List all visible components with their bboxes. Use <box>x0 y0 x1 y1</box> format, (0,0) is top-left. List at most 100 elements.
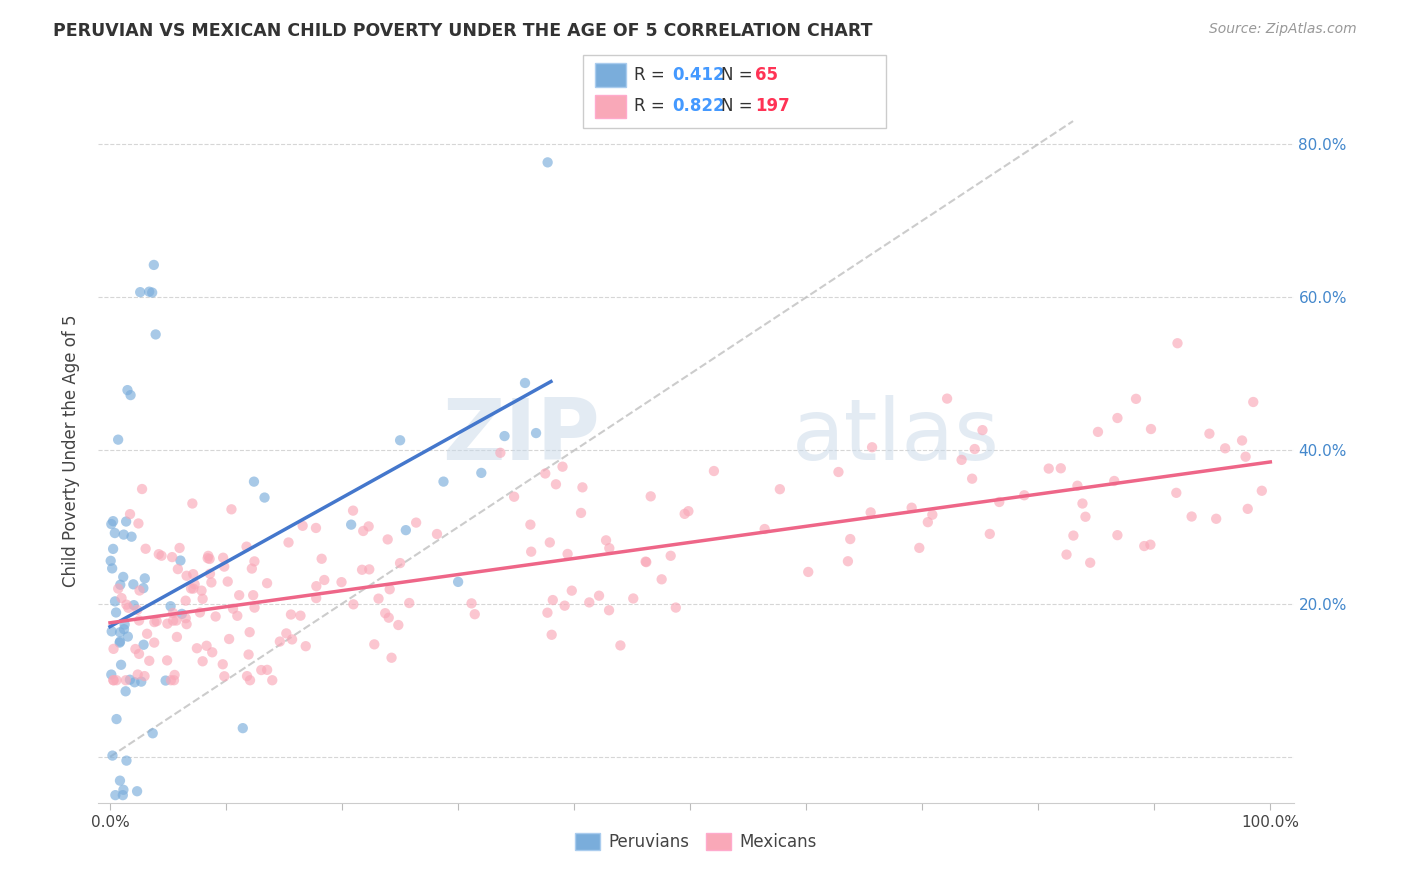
Point <box>256 663 278 677</box>
Point <box>212 559 235 574</box>
Point <box>138 285 160 299</box>
Point <box>460 596 482 610</box>
Y-axis label: Child Poverty Under the Age of 5: Child Poverty Under the Age of 5 <box>62 314 80 587</box>
Point <box>100 624 122 639</box>
Point <box>769 482 792 496</box>
Point <box>103 641 125 656</box>
Text: N =: N = <box>721 66 758 84</box>
Point <box>839 532 862 546</box>
Point <box>127 784 149 798</box>
Point <box>228 588 250 602</box>
Point <box>114 617 136 632</box>
Point <box>1139 538 1161 552</box>
Point <box>155 673 177 688</box>
Point <box>860 440 883 454</box>
Point <box>162 606 184 620</box>
Point <box>190 583 212 598</box>
Point <box>128 647 150 661</box>
Point <box>100 554 122 568</box>
Point <box>837 554 859 568</box>
Point <box>111 788 134 802</box>
Point <box>160 673 183 688</box>
Point <box>181 567 204 582</box>
Point <box>524 426 547 441</box>
Point <box>117 600 139 615</box>
Point <box>243 600 266 615</box>
Point <box>243 554 266 568</box>
Text: 197: 197 <box>755 97 790 115</box>
Point <box>239 673 262 688</box>
Point <box>305 579 328 593</box>
Point <box>917 515 939 529</box>
Point <box>571 480 593 494</box>
Point <box>101 514 124 528</box>
Point <box>276 626 298 640</box>
Point <box>129 674 152 689</box>
Point <box>142 726 165 740</box>
Point <box>280 607 302 622</box>
Point <box>198 552 221 566</box>
Point <box>222 601 245 615</box>
Point <box>145 614 167 628</box>
Point <box>544 477 567 491</box>
Point <box>342 598 364 612</box>
Text: Source: ZipAtlas.com: Source: ZipAtlas.com <box>1209 22 1357 37</box>
Point <box>1107 528 1129 542</box>
Text: PERUVIAN VS MEXICAN CHILD POVERTY UNDER THE AGE OF 5 CORRELATION CHART: PERUVIAN VS MEXICAN CHILD POVERTY UNDER … <box>53 22 873 40</box>
Point <box>132 581 155 595</box>
Point <box>950 453 973 467</box>
Point <box>1140 422 1163 436</box>
Point <box>134 571 156 585</box>
Point <box>1230 434 1253 448</box>
Point <box>167 562 190 576</box>
Point <box>494 429 516 443</box>
Point <box>107 433 129 447</box>
Point <box>129 285 152 300</box>
Point <box>1250 483 1272 498</box>
Point <box>540 628 562 642</box>
Point <box>561 583 583 598</box>
Text: R =: R = <box>634 66 671 84</box>
Point <box>114 673 136 688</box>
Point <box>105 606 128 620</box>
Point <box>176 617 198 632</box>
Point <box>432 475 454 489</box>
Point <box>124 642 146 657</box>
Point <box>108 625 131 640</box>
Point <box>174 611 197 625</box>
Point <box>578 595 600 609</box>
Point <box>1205 512 1227 526</box>
Point <box>1049 461 1071 475</box>
Point <box>314 573 336 587</box>
Point <box>387 618 409 632</box>
Point <box>118 507 141 521</box>
Point <box>104 594 127 608</box>
Point <box>464 607 486 622</box>
Point <box>398 596 420 610</box>
Point <box>121 530 143 544</box>
Point <box>115 598 138 612</box>
Point <box>311 551 333 566</box>
Point <box>330 575 353 590</box>
Point <box>239 625 262 640</box>
Point <box>142 258 165 272</box>
Point <box>105 673 128 688</box>
Point <box>640 489 662 503</box>
Point <box>159 599 181 614</box>
Point <box>859 505 882 519</box>
Point <box>156 616 179 631</box>
Point <box>200 575 222 590</box>
Point <box>165 614 187 628</box>
Point <box>1133 539 1156 553</box>
Point <box>162 614 184 628</box>
Point <box>1236 501 1258 516</box>
Point <box>221 502 243 516</box>
Point <box>352 524 374 538</box>
Point <box>389 434 412 448</box>
Point <box>609 639 631 653</box>
Point <box>536 606 558 620</box>
Point <box>141 285 163 300</box>
Point <box>104 788 127 802</box>
Point <box>489 446 512 460</box>
Point <box>588 589 610 603</box>
